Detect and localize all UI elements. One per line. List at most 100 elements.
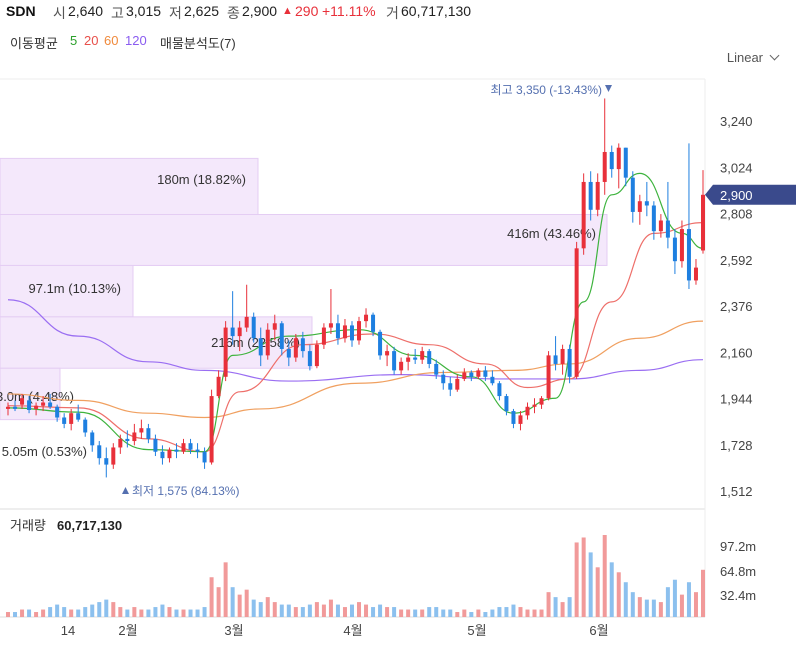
candle-body (392, 351, 397, 371)
volume-bar (258, 602, 263, 617)
volume-bar (27, 609, 32, 617)
ma-legend-title[interactable]: 이동평균 (10, 36, 58, 51)
ma120-label[interactable]: 120 (125, 33, 147, 48)
volume-bar (300, 607, 305, 617)
volume-bar (434, 607, 439, 617)
scale-mode-button[interactable]: Linear (727, 50, 780, 65)
candle-body (41, 402, 46, 406)
volume-bar (644, 599, 649, 617)
candle-body (20, 398, 25, 405)
volume-bar (307, 604, 312, 617)
candle-body (588, 181, 593, 210)
quote-header: SDN 시 2,640 고 3,015 저 2,625 종 2,900 ▲ 29… (0, 0, 796, 24)
candle-body (258, 338, 263, 356)
price-tick-label: 1,512 (720, 484, 753, 499)
candle-body (335, 323, 340, 339)
volume-bar (90, 604, 95, 617)
change-value: 290 (295, 3, 319, 19)
candle-body (511, 411, 516, 424)
volume-bar (237, 594, 242, 617)
volume-bar (441, 609, 446, 617)
volume-bar (406, 609, 411, 617)
candle-body (202, 451, 207, 463)
candle-body (679, 229, 684, 262)
candle-body (62, 417, 67, 424)
high-annotation: 최고 3,350 (-13.43%) (491, 83, 602, 97)
ma20-label[interactable]: 20 (84, 33, 99, 48)
candle-body (497, 383, 502, 397)
volume-bar (532, 609, 537, 617)
axes: 3,240 3,024 2,808 2,592 2,376 2,160 1,944 1,728… (61, 114, 796, 638)
volume-bar (188, 609, 193, 617)
annotations: 최고 3,350 (-13.43%) 최저 1,575 (84.13%) (122, 83, 612, 498)
volume-bar (378, 604, 383, 617)
volume-bar (111, 602, 116, 617)
volume-panel-title: 거래량 (10, 518, 46, 533)
volume-bar (427, 607, 432, 617)
candle-body (371, 314, 376, 332)
candles (6, 98, 705, 478)
volume-bar (349, 604, 354, 617)
volume-bar (272, 602, 277, 617)
time-tick-label: 6월 (589, 623, 608, 638)
volume-bar (469, 612, 474, 617)
volume-bar (167, 607, 172, 617)
low-marker-icon (122, 487, 129, 494)
volume-bar (511, 604, 516, 617)
volume-bar (701, 569, 705, 617)
candle-body (560, 348, 565, 364)
change-percent: +11.11% (322, 3, 376, 19)
candle-body (602, 151, 607, 182)
candle-body (349, 325, 354, 341)
candle-body (342, 325, 347, 339)
volume-bar (321, 604, 326, 617)
volume-panel-value: 60,717,130 (57, 518, 122, 533)
volume-bar (462, 609, 467, 617)
candle-body (476, 370, 481, 377)
candle-body (6, 406, 10, 409)
volume-bar (630, 592, 635, 617)
last-price-tag (705, 184, 796, 205)
candle-body (518, 415, 523, 424)
volume-profile: 180m (18.82%) 416m (43.46%) 97.1m (10.13%)… (0, 157, 608, 459)
volume-bar (335, 604, 340, 617)
candle-body (581, 181, 586, 249)
high-label: 고 (111, 5, 124, 21)
volume-bar (364, 604, 369, 617)
volume-bar (265, 597, 270, 617)
volume-bars: 거래량 60,717,130 (6, 518, 705, 617)
volume-bar (174, 609, 179, 617)
candle-body (321, 327, 326, 345)
candle-body (504, 396, 509, 412)
volume-bar (658, 602, 663, 617)
close-label: 종 (227, 5, 240, 21)
ma120-line (7, 299, 704, 382)
volume-profile-bar (0, 157, 259, 216)
open-label: 시 (53, 5, 66, 21)
volume-bar (286, 604, 291, 617)
time-tick-label: 4월 (343, 623, 362, 638)
candle-body (525, 406, 530, 416)
ma5-label[interactable]: 5 (70, 33, 78, 48)
last-price-label: 2,900 (720, 188, 753, 203)
high-marker-icon (605, 85, 612, 92)
candle-body (406, 357, 411, 362)
volume-bar (251, 599, 256, 617)
volume-label: 거 (386, 5, 399, 21)
candle-body (427, 351, 432, 364)
volume-profile-label[interactable]: 매물분석도(7) (160, 36, 236, 51)
volume-bar (602, 535, 607, 617)
volume-bar (139, 609, 144, 617)
candle-body (686, 229, 691, 281)
candle-body (672, 237, 677, 262)
candle-body (567, 348, 572, 377)
ma60-label[interactable]: 60 (104, 33, 119, 48)
candle-body (251, 316, 256, 339)
volume-profile-bar (0, 264, 134, 318)
volume-bar (342, 607, 347, 617)
volume-bar (567, 597, 572, 617)
candle-body (34, 405, 39, 409)
volume-bar (525, 609, 530, 617)
candle-body (97, 445, 102, 459)
